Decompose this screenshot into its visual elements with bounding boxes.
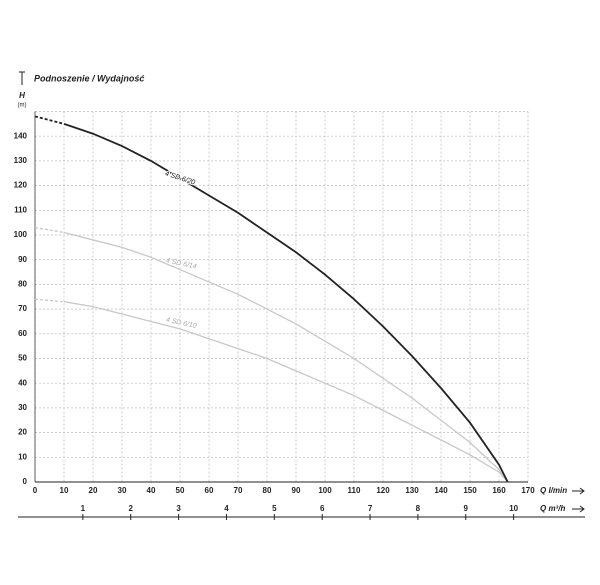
x2-tick-label: 1 xyxy=(81,504,86,513)
y-tick-label: 120 xyxy=(14,181,28,190)
x2-tick-label: 5 xyxy=(272,504,277,513)
x-tick-label: 140 xyxy=(434,486,448,495)
line xyxy=(63,122,509,483)
x-tick-label: 0 xyxy=(33,486,38,495)
x-tick-label: 10 xyxy=(60,486,69,495)
x-tick-label: 110 xyxy=(348,486,361,495)
x2-tick-label: 8 xyxy=(416,504,421,513)
x-tick-label: 30 xyxy=(118,486,127,495)
line-extension xyxy=(34,298,65,303)
y-tick-label: 10 xyxy=(18,452,27,461)
x2-tick-label: 6 xyxy=(320,504,325,513)
line-extension xyxy=(34,115,65,125)
y-axis-label: H xyxy=(19,91,25,100)
y-tick-label: 20 xyxy=(18,428,27,437)
x-tick-label: 150 xyxy=(463,486,477,495)
line xyxy=(63,231,509,483)
x2-axis-label: Q m³/h xyxy=(540,504,565,513)
line xyxy=(63,301,509,483)
y-tick-label: 100 xyxy=(14,230,28,239)
x2-tick-label: 4 xyxy=(224,504,229,513)
x-axis-label: Q l/min xyxy=(540,486,567,495)
y-axis-unit: (m) xyxy=(18,103,27,109)
x-tick-label: 130 xyxy=(405,486,419,495)
x-tick-label: 20 xyxy=(89,486,98,495)
x-tick-label: 80 xyxy=(263,486,272,495)
axis-arrows xyxy=(572,487,585,513)
y-tick-label: 40 xyxy=(18,378,27,387)
y-tick-label: 110 xyxy=(14,205,27,214)
y-tick-label: 30 xyxy=(18,403,27,412)
chart-title: Podnoszenie / Wydajność xyxy=(34,73,144,83)
x2-tick-label: 3 xyxy=(176,504,181,513)
x2-tick-label: 2 xyxy=(129,504,134,513)
x-tick-label: 170 xyxy=(521,486,535,495)
x2-tick-label: 9 xyxy=(464,504,469,513)
y-tick-label: 80 xyxy=(18,280,27,289)
y-tick-label: 70 xyxy=(18,304,27,313)
x-tick-label: 120 xyxy=(376,486,390,495)
title-icon xyxy=(19,71,25,85)
y-tick-label: 60 xyxy=(18,329,27,338)
x-tick-label: 100 xyxy=(318,486,332,495)
x2-tick-label: 10 xyxy=(509,504,518,513)
y-tick-label: 0 xyxy=(23,477,28,486)
x-tick-label: 50 xyxy=(176,486,185,495)
x-tick-label: 160 xyxy=(492,486,506,495)
y-tick-label: 130 xyxy=(14,156,28,165)
line-extension xyxy=(34,226,65,234)
y-tick-label: 50 xyxy=(18,354,27,363)
y-tick-label: 140 xyxy=(14,131,28,140)
x-tick-label: 40 xyxy=(147,486,156,495)
series-label: 4 SD 6/10 xyxy=(165,317,197,330)
x-tick-label: 90 xyxy=(292,486,301,495)
x2-tick-label: 7 xyxy=(368,504,373,513)
y-tick-label: 90 xyxy=(18,255,27,264)
x-tick-label: 70 xyxy=(234,486,243,495)
x-tick-label: 60 xyxy=(205,486,214,495)
